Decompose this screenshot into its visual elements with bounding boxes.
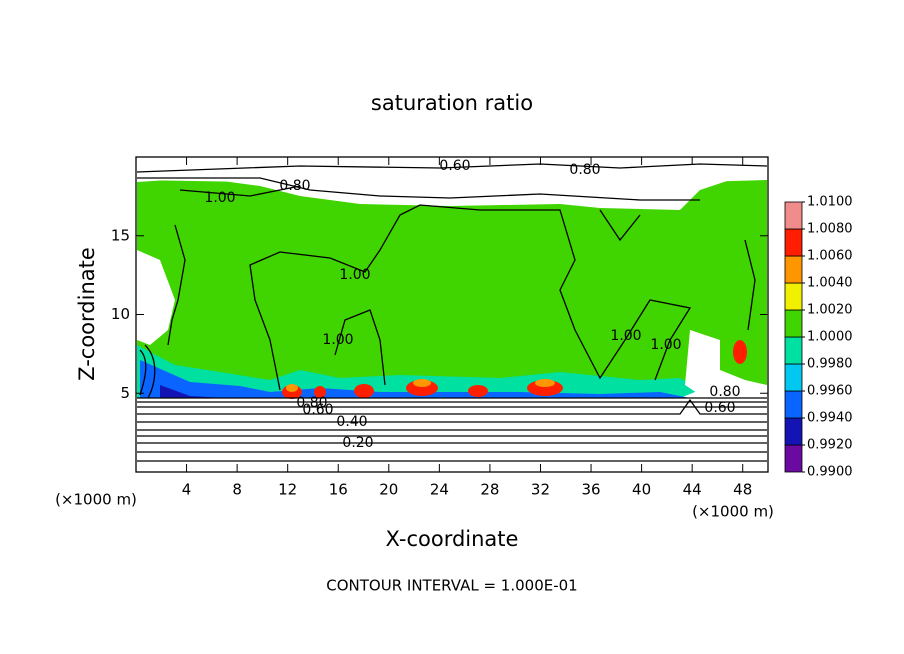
colorbar-label: 0.9900 [807,465,853,480]
field [137,170,767,399]
colorbar-label: 0.9920 [807,438,853,453]
colorbar-bin [784,255,803,284]
y-axis-label: Z-coordinate [75,247,99,381]
footer: CONTOUR INTERVAL = 1.000E-01 [326,577,577,595]
colorbar-bin [784,309,803,338]
x-tick-label: 12 [278,481,297,499]
colorbar-bin [784,201,803,230]
contour-label: 0.60 [302,402,333,418]
colorbar-bin [784,363,803,392]
contour-label: 0.80 [709,384,740,400]
chart-title: saturation ratio [371,91,533,115]
contour-label: 1.00 [339,267,370,283]
colorbar-label: 1.0040 [807,276,853,291]
x-tick-label: 48 [733,481,752,499]
contour-label: 0.60 [439,158,470,174]
colorbar-bin [784,444,803,473]
contour-label: 0.40 [336,414,367,430]
x-tick-label: 4 [182,481,192,499]
colorbar-label: 1.0020 [807,303,853,318]
y-tick-label: 5 [120,384,130,402]
colorbar-label: 0.9960 [807,384,853,399]
x-tick-label: 32 [531,481,550,499]
x-tick-label: 40 [632,481,651,499]
x-tick-label: 44 [683,481,702,499]
contour-label: 1.00 [322,332,353,348]
y-unit: (×1000 m) [55,491,137,509]
x-unit: (×1000 m) [692,503,774,521]
contour-label: 0.80 [296,395,327,411]
x-tick-label: 16 [329,481,348,499]
contour-label: 0.80 [279,178,310,194]
contour-label: 1.00 [610,328,641,344]
colorbar-bin [784,336,803,365]
colorbar-bin [784,417,803,446]
y-tick-label: 10 [111,305,130,323]
colorbar-bin [784,390,803,419]
x-tick-label: 8 [232,481,242,499]
contour-label: 1.00 [204,190,235,206]
x-tick-label: 20 [379,481,398,499]
y-tick-label: 15 [111,226,130,244]
contour-label: 1.00 [650,337,681,353]
contour-label: 0.20 [342,435,373,451]
x-tick-label: 36 [581,481,600,499]
colorbar-label: 1.0080 [807,222,853,237]
contour-label: 0.60 [704,400,735,416]
x-tick-label: 28 [480,481,499,499]
colorbar-bin [784,228,803,257]
colorbar-label: 1.0100 [807,195,853,210]
colorbar-label: 0.9980 [807,357,853,372]
colorbar-bin [784,282,803,311]
contour-label: 0.80 [569,162,600,178]
colorbar-label: 0.9940 [807,411,853,426]
x-tick-label: 24 [430,481,449,499]
colorbar-label: 1.0060 [807,249,853,264]
colorbar-label: 1.0000 [807,330,853,345]
x-axis-label: X-coordinate [386,527,519,551]
